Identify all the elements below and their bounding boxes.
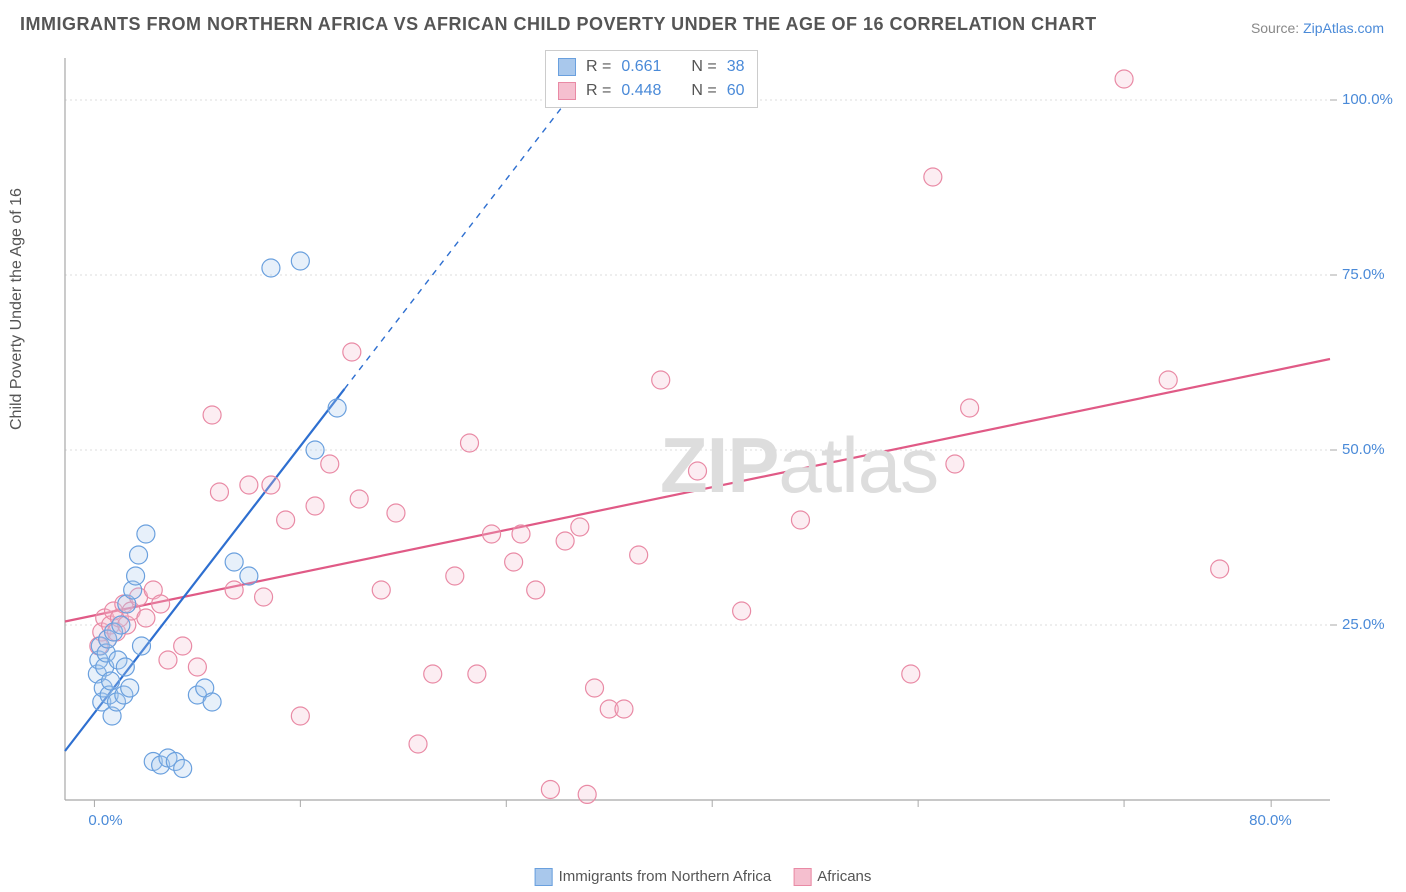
stats-row-series2: R = 0.448 N = 60 xyxy=(558,79,745,103)
n-label: N = xyxy=(691,79,716,103)
swatch-series2-x xyxy=(793,868,811,886)
scatter-plot xyxy=(55,50,1385,840)
r-value-1: 0.661 xyxy=(621,55,661,79)
r-label: R = xyxy=(586,79,611,103)
legend-label-2: Africans xyxy=(817,868,871,885)
source-prefix: Source: xyxy=(1251,20,1303,36)
swatch-series2 xyxy=(558,82,576,100)
x-axis-legend: Immigrants from Northern Africa Africans xyxy=(535,868,872,886)
y-tick-label: 100.0% xyxy=(1342,91,1393,108)
r-value-2: 0.448 xyxy=(621,79,661,103)
swatch-series1 xyxy=(558,58,576,76)
n-label: N = xyxy=(691,55,716,79)
stats-legend-box: R = 0.661 N = 38 R = 0.448 N = 60 xyxy=(545,50,758,108)
n-value-1: 38 xyxy=(727,55,745,79)
x-tick-label: 80.0% xyxy=(1249,812,1292,829)
y-tick-label: 75.0% xyxy=(1342,266,1385,283)
y-tick-label: 25.0% xyxy=(1342,616,1385,633)
source-link[interactable]: ZipAtlas.com xyxy=(1303,20,1384,36)
chart-title: IMMIGRANTS FROM NORTHERN AFRICA VS AFRIC… xyxy=(20,14,1097,35)
y-axis-label: Child Poverty Under the Age of 16 xyxy=(8,188,26,430)
source-attribution: Source: ZipAtlas.com xyxy=(1251,20,1384,36)
legend-label-1: Immigrants from Northern Africa xyxy=(559,868,772,885)
x-tick-label: 0.0% xyxy=(88,812,122,829)
n-value-2: 60 xyxy=(727,79,745,103)
r-label: R = xyxy=(586,55,611,79)
y-tick-label: 50.0% xyxy=(1342,441,1385,458)
stats-row-series1: R = 0.661 N = 38 xyxy=(558,55,745,79)
legend-item-series1: Immigrants from Northern Africa xyxy=(535,868,772,886)
legend-item-series2: Africans xyxy=(793,868,871,886)
swatch-series1-x xyxy=(535,868,553,886)
